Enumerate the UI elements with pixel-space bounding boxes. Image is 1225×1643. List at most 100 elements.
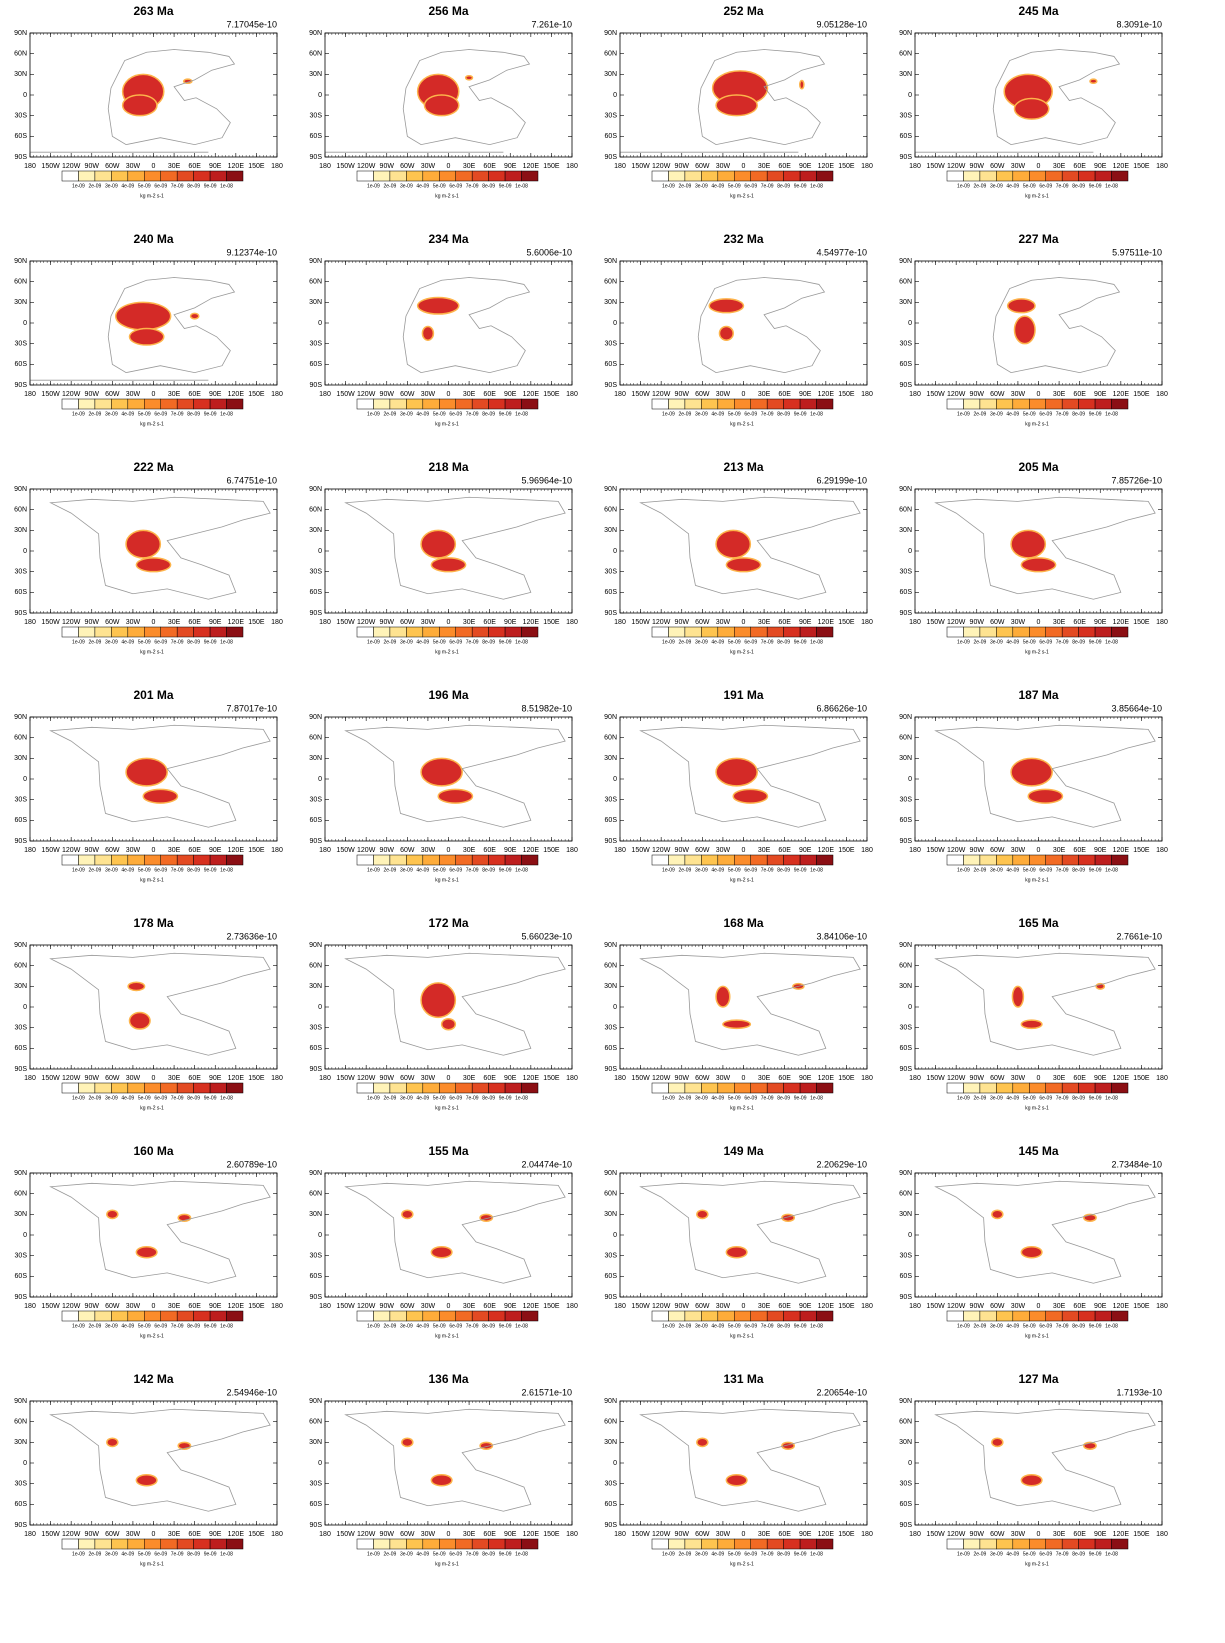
lon-label: 150E	[543, 1075, 560, 1082]
colorbar-cell	[373, 399, 389, 409]
lon-label: 180	[24, 163, 36, 170]
flux-area	[129, 329, 163, 346]
colorbar-label: 6e-09	[449, 411, 462, 417]
lon-label: 90E	[209, 619, 222, 626]
lon-label: 60E	[483, 391, 496, 398]
lon-label: 30E	[1053, 847, 1066, 854]
lon-label: 90W	[380, 391, 395, 398]
colorbar-label: 9e-09	[1089, 411, 1102, 417]
colorbar-cell	[800, 171, 816, 181]
colorbar-label: 7e-09	[171, 1095, 184, 1101]
lon-label: 150E	[1133, 619, 1150, 626]
colorbar-cell	[1062, 627, 1078, 637]
lat-label: 60N	[309, 1191, 322, 1198]
colorbar-label: 5e-09	[728, 639, 741, 645]
colorbar-cell	[472, 171, 488, 181]
colorbar-label: 8e-09	[1072, 867, 1085, 873]
lat-label: 60S	[900, 817, 913, 824]
colorbar-unit: kg m-2 s-1	[730, 421, 754, 427]
lon-label: 180	[861, 619, 873, 626]
lon-label: 180	[909, 391, 921, 398]
map-panel: 263 Ma7.17045e-1090N60N30N030S60S90S1801…	[14, 4, 283, 199]
colorbar-cell	[227, 399, 243, 409]
colorbar-label: 7e-09	[761, 411, 774, 417]
lat-label: 90S	[310, 610, 323, 617]
panel-title: 165 Ma	[1018, 916, 1058, 930]
lon-label: 90E	[209, 1075, 222, 1082]
lon-label: 60E	[778, 391, 791, 398]
lon-label: 90W	[970, 163, 985, 170]
lat-label: 90S	[900, 838, 913, 845]
panel-value: 8.3091e-10	[1116, 19, 1162, 29]
lon-label: 120E	[228, 163, 245, 170]
colorbar-cell	[980, 399, 996, 409]
lon-label: 90W	[85, 1303, 100, 1310]
lat-label: 90S	[605, 838, 618, 845]
lon-label: 90E	[209, 1303, 222, 1310]
lon-label: 90W	[85, 391, 100, 398]
colorbar-cell	[439, 1083, 455, 1093]
lon-label: 30E	[463, 163, 476, 170]
flux-area	[421, 983, 455, 1017]
colorbar-label: 9e-09	[499, 183, 512, 189]
colorbar-cell	[767, 627, 783, 637]
colorbar-cell	[111, 855, 127, 865]
lon-label: 60W	[105, 1075, 120, 1082]
lat-label: 90S	[310, 154, 323, 161]
lat-label: 60S	[310, 133, 323, 140]
lon-label: 90E	[504, 847, 517, 854]
colorbar-cell	[78, 855, 94, 865]
colorbar-label: 3e-09	[990, 1095, 1003, 1101]
panel-title: 263 Ma	[133, 4, 173, 18]
lon-label: 90W	[380, 619, 395, 626]
colorbar-label: 2e-09	[679, 183, 692, 189]
lon-label: 0	[742, 619, 746, 626]
lon-label: 120E	[523, 619, 540, 626]
colorbar-label: 3e-09	[400, 639, 413, 645]
lat-label: 60N	[14, 51, 27, 58]
panel-value: 9.12374e-10	[226, 247, 277, 257]
lon-label: 0	[742, 163, 746, 170]
colorbar-cell	[784, 627, 800, 637]
lon-label: 60W	[695, 1075, 710, 1082]
lon-label: 30W	[716, 391, 731, 398]
flux-area	[709, 299, 743, 313]
colorbar-label: 1e-08	[220, 1095, 233, 1101]
colorbar-cell	[161, 1311, 177, 1321]
lon-label: 120W	[652, 1075, 671, 1082]
colorbar-cell	[767, 855, 783, 865]
colorbar-cell	[144, 399, 160, 409]
lat-label: 0	[23, 548, 27, 555]
colorbar-label: 1e-09	[367, 867, 380, 873]
colorbar-cell	[1095, 399, 1111, 409]
lon-label: 30W	[421, 1075, 436, 1082]
lon-label: 90E	[504, 619, 517, 626]
colorbar-cell	[472, 627, 488, 637]
lon-label: 0	[742, 1075, 746, 1082]
panel-value: 3.84106e-10	[816, 931, 867, 941]
colorbar-unit: kg m-2 s-1	[730, 877, 754, 883]
colorbar-label: 1e-09	[957, 1095, 970, 1101]
lat-label: 0	[908, 320, 912, 327]
lon-label: 120E	[228, 1075, 245, 1082]
colorbar-cell	[685, 171, 701, 181]
lat-label: 90S	[15, 1294, 28, 1301]
flux-area	[1028, 789, 1062, 803]
colorbar-cell	[734, 1083, 750, 1093]
lat-label: 60N	[309, 279, 322, 286]
panel-title: 205 Ma	[1018, 460, 1058, 474]
colorbar-cell	[357, 399, 373, 409]
lon-label: 60E	[778, 619, 791, 626]
lat-label: 0	[23, 1004, 27, 1011]
colorbar-label: 3e-09	[105, 183, 118, 189]
lat-label: 60S	[900, 1045, 913, 1052]
lon-label: 90W	[380, 163, 395, 170]
flux-area	[123, 95, 157, 116]
panel-title: 168 Ma	[723, 916, 763, 930]
colorbar-cell	[1046, 1083, 1062, 1093]
flux-area	[128, 982, 144, 990]
lon-label: 60W	[105, 847, 120, 854]
colorbar-cell	[1013, 627, 1029, 637]
lat-label: 60N	[309, 51, 322, 58]
